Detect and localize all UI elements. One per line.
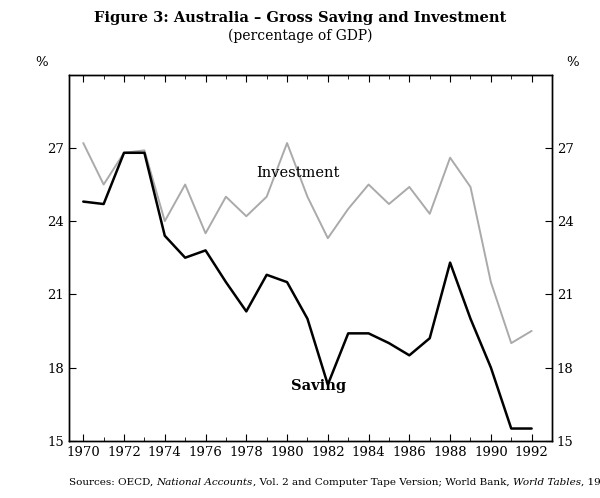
- Text: World Tables: World Tables: [513, 478, 581, 487]
- Text: (percentage of GDP): (percentage of GDP): [228, 29, 372, 43]
- Text: %: %: [566, 56, 579, 69]
- Text: National Accounts: National Accounts: [157, 478, 253, 487]
- Text: Sources: OECD,: Sources: OECD,: [69, 478, 157, 487]
- Text: , 1994.: , 1994.: [581, 478, 600, 487]
- Text: , Vol. 2 and Computer Tape Version; World Bank,: , Vol. 2 and Computer Tape Version; Worl…: [253, 478, 513, 487]
- Text: Saving: Saving: [291, 378, 346, 392]
- Text: %: %: [35, 56, 48, 69]
- Text: Investment: Investment: [256, 166, 340, 180]
- Text: Figure 3: Australia – Gross Saving and Investment: Figure 3: Australia – Gross Saving and I…: [94, 11, 506, 25]
